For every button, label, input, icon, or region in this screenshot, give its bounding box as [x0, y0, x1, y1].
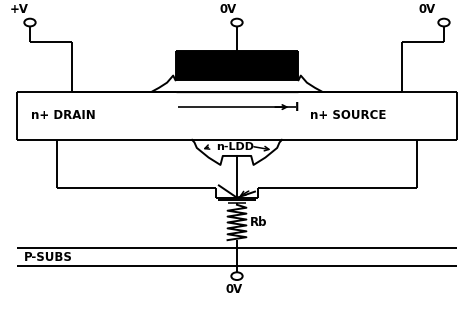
- Text: I: I: [295, 101, 299, 113]
- Text: n+ DRAIN: n+ DRAIN: [31, 109, 96, 122]
- Text: +V: +V: [10, 3, 29, 16]
- Text: 0V: 0V: [225, 283, 242, 296]
- Text: 0V: 0V: [219, 3, 237, 16]
- Text: 0V: 0V: [419, 3, 436, 16]
- Text: n+ SOURCE: n+ SOURCE: [310, 109, 387, 122]
- Text: n-LDD: n-LDD: [216, 142, 254, 152]
- Text: Rb: Rb: [250, 216, 268, 229]
- Bar: [175, 51, 299, 80]
- Text: P-SUBS: P-SUBS: [24, 250, 73, 264]
